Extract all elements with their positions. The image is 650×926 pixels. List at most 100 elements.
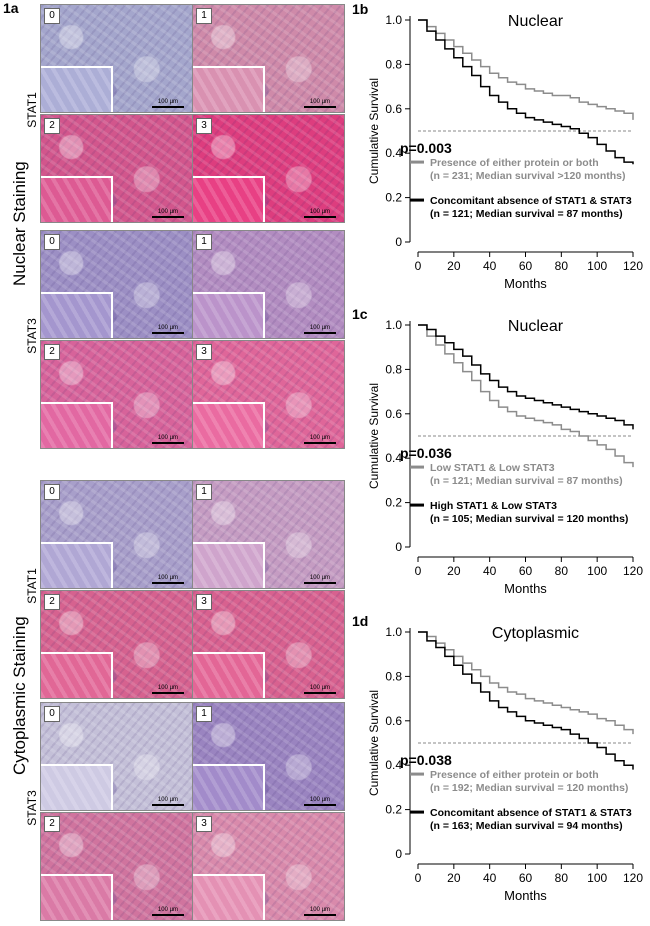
x-tick-label: 60 — [519, 564, 533, 578]
x-tick-label: 120 — [623, 259, 643, 273]
panel-label: 1d — [352, 613, 368, 629]
y-tick-label: 0.4 — [385, 146, 402, 160]
scale-bar-text: 100 µm — [309, 325, 331, 331]
y-tick-label: 0.2 — [385, 191, 402, 205]
y-axis-label: Cumulative Survival — [367, 690, 381, 796]
score-label: 0 — [44, 234, 60, 250]
x-axis-label: Months — [504, 888, 547, 903]
p-value: p=0.036 — [400, 445, 452, 461]
y-tick-label: 0.6 — [385, 714, 402, 728]
scale-bar: 100 µm — [152, 325, 184, 334]
magnified-inset — [193, 66, 266, 112]
x-axis-label: Months — [504, 276, 547, 291]
micrograph-tile: 1 100 µm — [192, 230, 345, 339]
x-tick-label: 0 — [415, 259, 422, 273]
y-tick-label: 0 — [395, 540, 402, 554]
x-tick-label: 40 — [483, 259, 497, 273]
score-label: 2 — [44, 594, 60, 610]
micrograph-tile: 3 100 µm — [192, 340, 345, 449]
score-label: 1 — [196, 484, 212, 500]
micrograph-tile: 0 100 µm — [40, 702, 193, 811]
panel-label: 1b — [352, 1, 368, 17]
score-label: 1 — [196, 706, 212, 722]
x-tick-label: 120 — [623, 871, 643, 885]
y-tick-label: 1.0 — [385, 318, 402, 332]
legend-note: (n = 105; Median survival = 120 months) — [430, 513, 628, 525]
legend-entry: Low STAT1 & Low STAT3 — [430, 462, 555, 474]
scale-bar-text: 100 µm — [309, 797, 331, 803]
y-tick-label: 1.0 — [385, 625, 402, 639]
scale-bar: 100 µm — [152, 209, 184, 218]
x-tick-label: 0 — [415, 564, 422, 578]
stain-label-stat3: STAT3 — [25, 790, 39, 826]
legend-note: (n = 163; Median survival = 94 months) — [430, 820, 623, 832]
micrograph-tile: 1 100 µm — [192, 702, 345, 811]
scale-bar: 100 µm — [304, 435, 336, 444]
x-tick-label: 60 — [519, 871, 533, 885]
chart-1d: 1d Cytoplasmic 0 0.2 0.4 0.6 0.8 1.0 0 20 40 60 80 10… — [350, 612, 650, 917]
micrograph-tile: 2 100 µm — [40, 590, 193, 699]
survival-plot: 1d Cytoplasmic 0 0.2 0.4 0.6 0.8 1.0 0 20 40 60 80 10… — [352, 613, 643, 903]
y-tick-label: 0.2 — [385, 803, 402, 817]
p-value: p=0.038 — [400, 752, 452, 768]
legend-note: (n = 121; Median survival = 87 months) — [430, 208, 623, 220]
micrograph-tile: 0 100 µm — [40, 480, 193, 589]
micrograph-tile: 1 100 µm — [192, 480, 345, 589]
micrograph-tile: 3 100 µm — [192, 114, 345, 223]
magnified-inset — [193, 874, 266, 920]
magnified-inset — [41, 292, 114, 338]
magnified-inset — [193, 652, 266, 698]
scale-bar-text: 100 µm — [157, 685, 179, 691]
scale-bar: 100 µm — [152, 99, 184, 108]
scale-bar: 100 µm — [304, 99, 336, 108]
scale-bar-text: 100 µm — [309, 99, 331, 105]
score-label: 3 — [196, 816, 212, 832]
micrograph-tile: 0 100 µm — [40, 4, 193, 113]
score-label: 1 — [196, 234, 212, 250]
magnified-inset — [193, 176, 266, 222]
magnified-inset — [41, 764, 114, 810]
y-tick-label: 0 — [395, 847, 402, 861]
scale-bar-text: 100 µm — [309, 575, 331, 581]
y-tick-label: 0.8 — [385, 362, 402, 376]
chart-1b: 1b Nuclear 0 0.2 0.4 0.6 0.8 1.0 0 20 40 60 80 100 120… — [350, 0, 650, 305]
scale-bar-text: 100 µm — [157, 907, 179, 913]
chart-title: Cytoplasmic — [492, 625, 579, 642]
magnified-inset — [41, 542, 114, 588]
scale-bar-text: 100 µm — [157, 209, 179, 215]
scale-bar: 100 µm — [304, 325, 336, 334]
legend-note: (n = 121; Median survival = 87 months) — [430, 475, 623, 487]
score-label: 2 — [44, 344, 60, 360]
y-axis-label: Cumulative Survival — [367, 383, 381, 489]
x-tick-label: 80 — [555, 871, 569, 885]
magnified-inset — [41, 66, 114, 112]
p-value: p=0.003 — [400, 140, 452, 156]
stain-label-stat1: STAT1 — [25, 568, 39, 604]
magnified-inset — [193, 402, 266, 448]
scale-bar-text: 100 µm — [309, 907, 331, 913]
y-axis-label: Cumulative Survival — [367, 78, 381, 184]
x-tick-label: 20 — [447, 564, 461, 578]
score-label: 3 — [196, 118, 212, 134]
micrograph-tile: 0 100 µm — [40, 230, 193, 339]
y-tick-label: 0.4 — [385, 451, 402, 465]
survival-plot: 1c Nuclear 0 0.2 0.4 0.6 0.8 1.0 0 20 40 60 80 100 120… — [352, 306, 643, 596]
score-label: 1 — [196, 8, 212, 24]
score-label: 2 — [44, 816, 60, 832]
nuclear-staining-title: Nuclear Staining — [10, 161, 29, 286]
x-tick-label: 40 — [483, 871, 497, 885]
series-line-1 — [418, 324, 634, 430]
x-tick-label: 100 — [587, 871, 607, 885]
scale-bar: 100 µm — [152, 797, 184, 806]
magnified-inset — [193, 292, 266, 338]
score-label: 2 — [44, 118, 60, 134]
scale-bar-text: 100 µm — [157, 325, 179, 331]
legend-entry: High STAT1 & Low STAT3 — [430, 500, 557, 512]
x-axis-label: Months — [504, 581, 547, 596]
score-label: 3 — [196, 594, 212, 610]
score-label: 0 — [44, 484, 60, 500]
scale-bar-text: 100 µm — [309, 685, 331, 691]
legend-entry: Presence of either protein or both — [430, 769, 599, 781]
scale-bar-text: 100 µm — [157, 797, 179, 803]
magnified-inset — [41, 402, 114, 448]
